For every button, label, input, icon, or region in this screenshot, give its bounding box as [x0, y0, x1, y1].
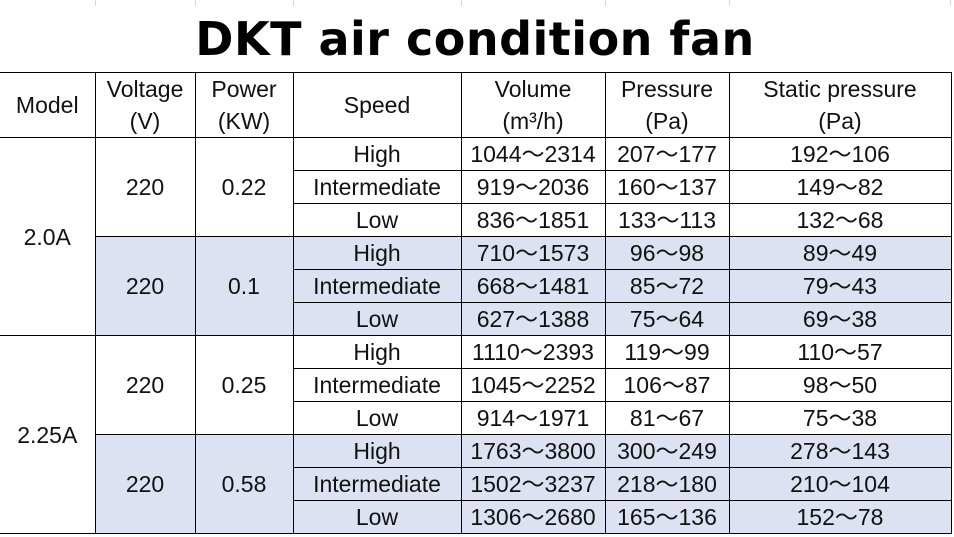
speed-cell: High: [292, 335, 462, 369]
volume-cell: 668～1481: [460, 269, 606, 303]
header-voltage: Voltage (V): [94, 72, 196, 138]
volume-cell: 710～1573: [460, 236, 606, 270]
static-pressure-cell: 149～82: [728, 170, 952, 204]
header-static-pressure: Static pressure (Pa): [728, 72, 952, 138]
power-cell: 0.1: [194, 236, 294, 336]
header-volume: Volume (m³/h): [460, 72, 606, 138]
header-model: Model: [0, 72, 96, 138]
table-body: 2.0A 220 0.22 High 1044～2314 207～177 192～106 In…: [0, 137, 952, 534]
page-title: DKT air condition fan: [195, 12, 755, 66]
speed-cell: Intermediate: [292, 269, 462, 303]
static-pressure-cell: 79～43: [728, 269, 952, 303]
table-row: 2.0A 220 0.22 High 1044～2314 207～177 192～106: [0, 137, 952, 336]
static-pressure-cell: 98～50: [728, 368, 952, 402]
pressure-cell: 165～136: [604, 500, 730, 534]
static-pressure-cell: 110～57: [728, 335, 952, 369]
spec-table: Model Voltage (V) Power (KW) Speed Volume(…: [0, 72, 952, 534]
speed-cell: Intermediate: [292, 467, 462, 501]
pressure-cell: 85～72: [604, 269, 730, 303]
volume-cell: 1110～2393: [460, 335, 606, 369]
table-row: Intermediate 1502～3237 218～180 210～104: [0, 467, 952, 501]
volume-cell: 1306～2680: [460, 500, 606, 534]
table-row: Intermediate 668～1481 85～72 79～43: [0, 269, 952, 303]
pressure-cell: 207～177: [604, 137, 730, 171]
table-row: Intermediate 1045～2252 106～87 98～50: [0, 368, 952, 402]
volume-cell: 914～1971: [460, 401, 606, 435]
power-cell: 0.58: [194, 434, 294, 534]
table-row: Low 1306～2680 165～136 152～78: [0, 500, 952, 534]
pressure-cell: 160～137: [604, 170, 730, 204]
pressure-cell: 75～64: [604, 302, 730, 336]
volume-cell: 1045～2252: [460, 368, 606, 402]
static-pressure-cell: 192～106: [728, 137, 952, 171]
volume-cell: 919～2036: [460, 170, 606, 204]
speed-cell: Low: [292, 302, 462, 336]
speed-cell: Low: [292, 203, 462, 237]
speed-cell: High: [292, 434, 462, 468]
voltage-cell: 220: [94, 434, 196, 534]
volume-cell: 836～1851: [460, 203, 606, 237]
model-cell: 2.25A: [0, 335, 96, 534]
table-row: Low 836～1851 133～113 132～68: [0, 203, 952, 237]
static-pressure-cell: 69～38: [728, 302, 952, 336]
table-row: Low 914～1971 81～67 75～38: [0, 401, 952, 435]
header-row: Model Voltage (V) Power (KW) Speed Volume(…: [0, 72, 952, 138]
volume-cell: 1502～3237: [460, 467, 606, 501]
table-row: Intermediate 919～2036 160～137 149～82: [0, 170, 952, 204]
table-row: 2.25A 220 0.25 High 1110～2393 119～99 110～57: [0, 335, 952, 534]
pressure-cell: 81～67: [604, 401, 730, 435]
voltage-cell: 220: [94, 137, 196, 237]
power-cell: 0.22: [194, 137, 294, 237]
speed-cell: Intermediate: [292, 170, 462, 204]
header-power: Power (KW): [194, 72, 294, 138]
table-row: Low 627～1388 75～64 69～38: [0, 302, 952, 336]
static-pressure-cell: 75～38: [728, 401, 952, 435]
pressure-cell: 133～113: [604, 203, 730, 237]
volume-cell: 627～1388: [460, 302, 606, 336]
voltage-cell: 220: [94, 236, 196, 336]
pressure-cell: 218～180: [604, 467, 730, 501]
voltage-cell: 220: [94, 335, 196, 435]
speed-cell: High: [292, 137, 462, 171]
speed-cell: Intermediate: [292, 368, 462, 402]
static-pressure-cell: 152～78: [728, 500, 952, 534]
speed-cell: Low: [292, 500, 462, 534]
speed-cell: High: [292, 236, 462, 270]
spreadsheet-gridlines: [0, 0, 954, 6]
static-pressure-cell: 132～68: [728, 203, 952, 237]
header-pressure: Pressure (Pa): [604, 72, 730, 138]
power-cell: 0.25: [194, 335, 294, 435]
model-cell: 2.0A: [0, 137, 96, 336]
static-pressure-cell: 89～49: [728, 236, 952, 270]
volume-cell: 1763～3800: [460, 434, 606, 468]
speed-cell: Low: [292, 401, 462, 435]
pressure-cell: 96～98: [604, 236, 730, 270]
header-speed: Speed: [292, 72, 462, 138]
volume-cell: 1044～2314: [460, 137, 606, 171]
pressure-cell: 119～99: [604, 335, 730, 369]
pressure-cell: 106～87: [604, 368, 730, 402]
static-pressure-cell: 210～104: [728, 467, 952, 501]
pressure-cell: 300～249: [604, 434, 730, 468]
table-row: 220 0.58 High 1763～3800 300～249 278～143: [0, 434, 952, 534]
static-pressure-cell: 278～143: [728, 434, 952, 468]
table-row: 220 0.1 High 710～1573 96～98 89～49: [0, 236, 952, 336]
